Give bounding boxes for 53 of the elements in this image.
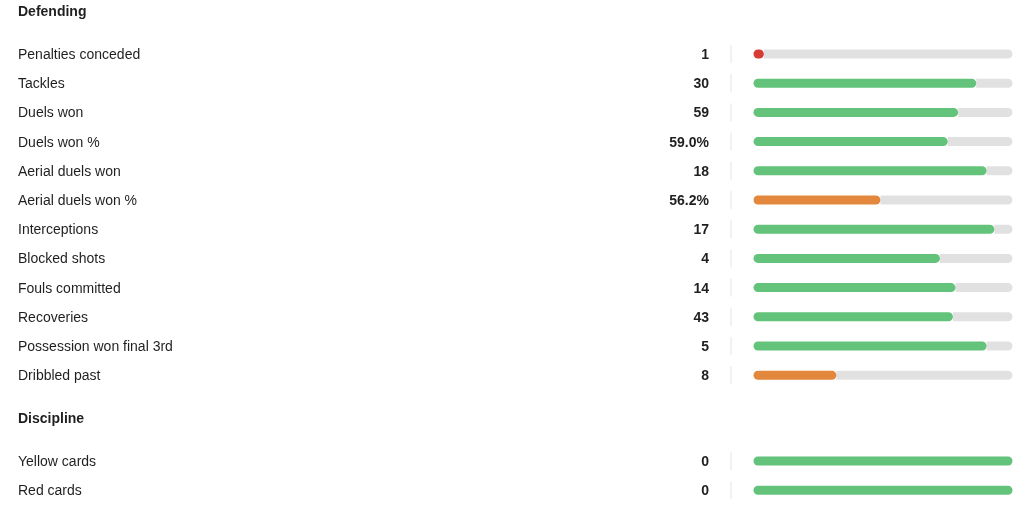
y-tick-label: Red cards — [18, 482, 82, 499]
bar — [939, 253, 1013, 263]
text: 43 — [693, 308, 710, 325]
bar — [986, 341, 1013, 351]
bar — [763, 49, 1013, 59]
y-tick-label: Fouls committed — [18, 279, 121, 296]
y-tick-label: Duels won % — [18, 133, 100, 150]
y-tick-label: Penalties conceded — [18, 45, 141, 62]
bar — [880, 195, 1013, 205]
bar — [952, 312, 1013, 322]
text: 4 — [701, 250, 710, 267]
text: 56.2% — [669, 191, 710, 208]
bar — [753, 370, 837, 380]
y-tick-label: Aerial duels won % — [18, 191, 138, 208]
text: 59 — [693, 104, 710, 121]
text: 14 — [693, 279, 710, 296]
bar — [947, 137, 1013, 147]
text: 1 — [701, 45, 710, 62]
y-tick-label: Tackles — [18, 75, 65, 92]
y-tick-label: Yellow cards — [18, 452, 97, 469]
bar — [753, 341, 987, 351]
y-tick-label: Duels won — [18, 104, 84, 121]
text: 17 — [693, 221, 710, 238]
bar — [958, 107, 1013, 117]
y-tick-label: Blocked shots — [18, 250, 106, 267]
y-tick-label: Possession won final 3rd — [18, 337, 173, 354]
y-tick-label: Interceptions — [18, 221, 99, 238]
bar — [753, 78, 977, 88]
text: 59.0% — [669, 133, 710, 150]
bar — [753, 166, 987, 176]
text: 0 — [701, 482, 710, 499]
text: 0 — [701, 452, 710, 469]
y-tick-label: Aerial duels won — [18, 162, 121, 179]
text: Defending — [18, 2, 87, 19]
y-tick-label: Dribbled past — [18, 367, 101, 384]
text: 30 — [693, 75, 710, 92]
bar — [753, 253, 940, 263]
bar — [955, 283, 1013, 293]
y-tick-label: Recoveries — [18, 308, 89, 325]
bar — [753, 224, 995, 234]
text: 8 — [701, 367, 710, 384]
bar — [986, 166, 1013, 176]
bar — [976, 78, 1013, 88]
text: 18 — [693, 162, 710, 179]
bar — [753, 283, 956, 293]
bar — [753, 312, 953, 322]
text: 5 — [701, 337, 710, 354]
bar — [753, 137, 948, 147]
bar — [994, 224, 1013, 234]
bar — [753, 107, 959, 117]
bar — [836, 370, 1013, 380]
text: Discipline — [18, 409, 85, 426]
bar — [753, 195, 881, 205]
